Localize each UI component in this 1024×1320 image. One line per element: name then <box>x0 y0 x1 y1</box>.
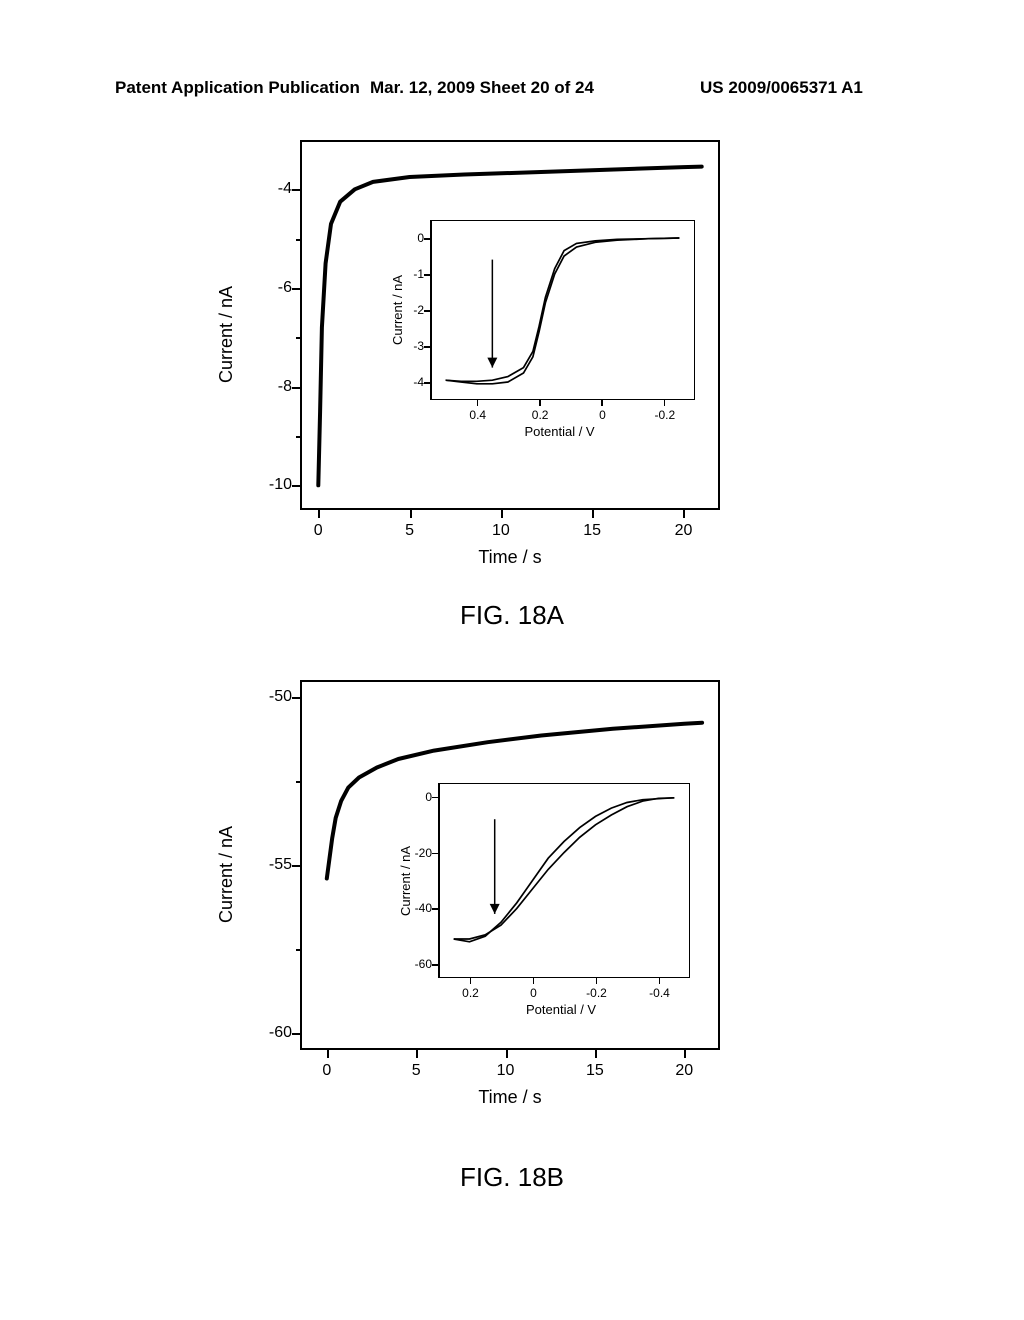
pub-number: US 2009/0065371 A1 <box>700 78 863 98</box>
fig-b-caption: FIG. 18B <box>0 1162 1024 1193</box>
fig-a-inset-curve <box>430 220 695 400</box>
pub-type: Patent Application Publication <box>115 78 360 98</box>
pub-date-sheet: Mar. 12, 2009 Sheet 20 of 24 <box>370 78 594 98</box>
fig-a-inset-xlabel: Potential / V <box>525 424 595 439</box>
fig-a-xlabel: Time / s <box>300 547 720 568</box>
fig-b-xlabel: Time / s <box>300 1087 720 1108</box>
fig-b-inset-xlabel: Potential / V <box>526 1002 596 1017</box>
fig-b-ylabel: Current / nA <box>216 826 237 923</box>
fig-b-inset-curve <box>438 783 690 978</box>
fig-a-ylabel: Current / nA <box>216 286 237 383</box>
fig-a-caption: FIG. 18A <box>0 600 1024 631</box>
figure-18b: Current / nA Time / s Current / nA Poten… <box>0 675 1024 1095</box>
figure-18a: Current / nA Time / s Current / nA Poten… <box>0 135 1024 555</box>
